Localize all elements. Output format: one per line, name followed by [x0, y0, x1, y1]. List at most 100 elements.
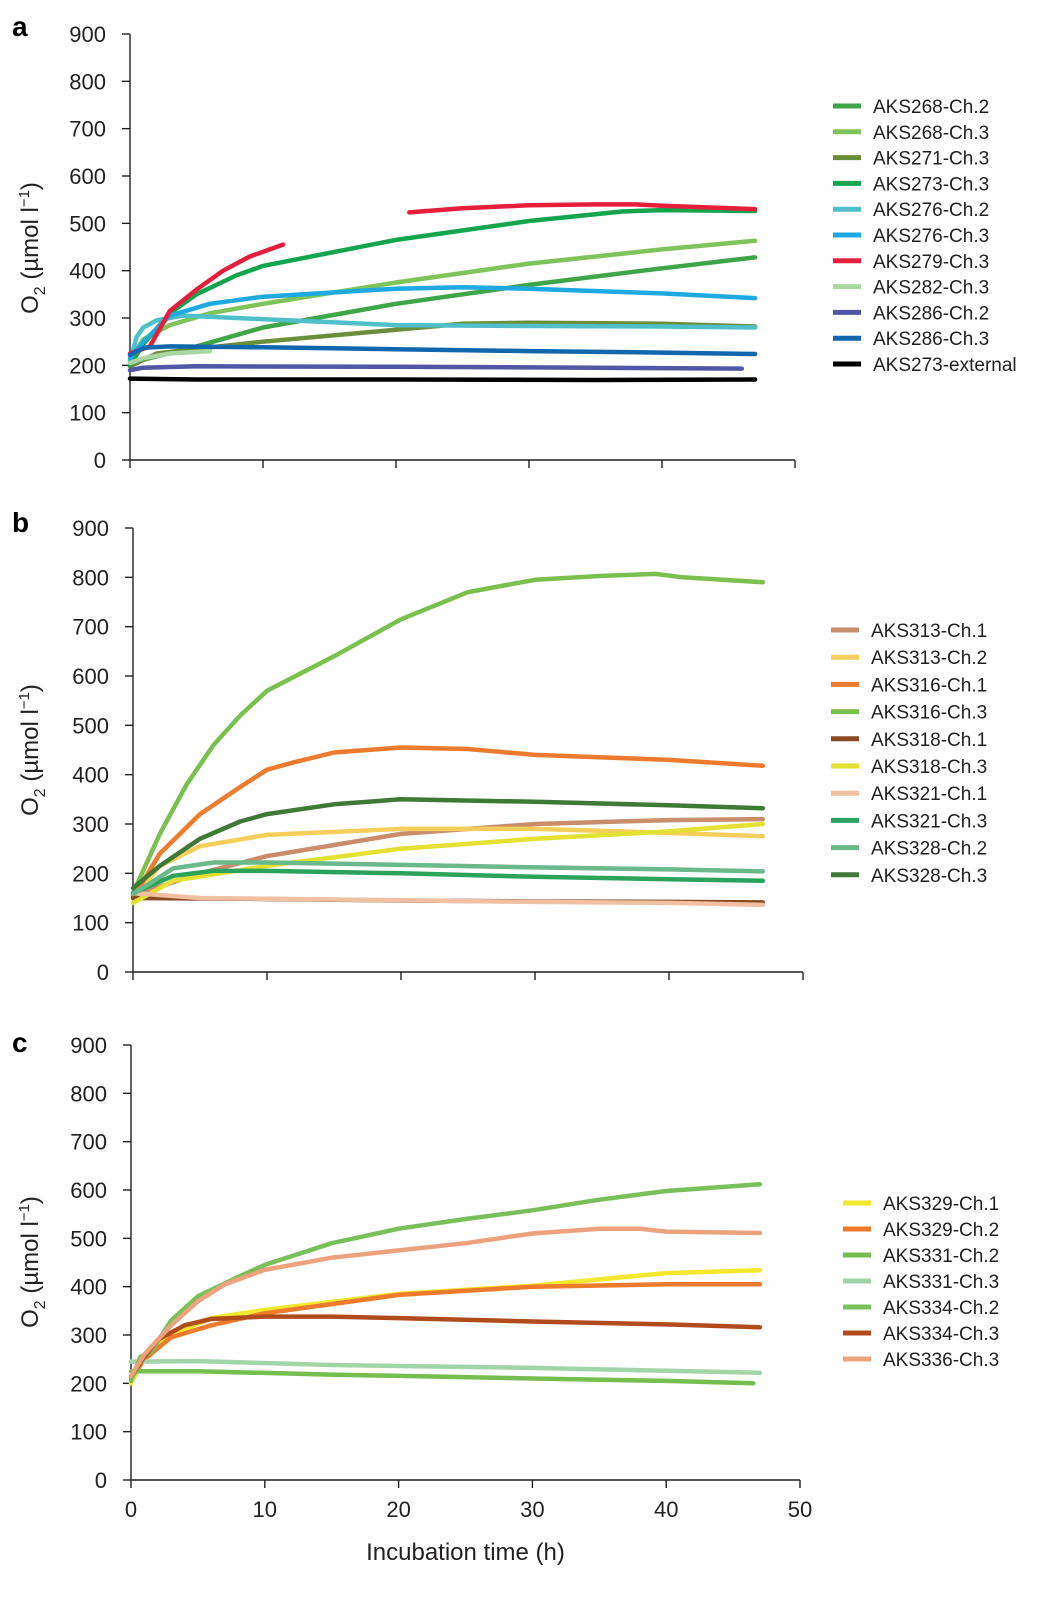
series-line-aks328-ch-2	[130, 860, 766, 897]
panel-letter: a	[12, 11, 28, 42]
legend-label: AKS268-Ch.2	[873, 97, 989, 118]
y-tick-label: 0	[95, 1468, 107, 1493]
y-tick-label: 200	[70, 1371, 107, 1396]
y-tick-label: 500	[72, 713, 109, 738]
legend-label: AKS313-Ch.2	[871, 648, 987, 669]
legend-item: AKS318-Ch.1	[831, 730, 987, 751]
legend-label: AKS329-Ch.2	[883, 1220, 999, 1241]
panel-letter: b	[12, 507, 29, 538]
series-line-aks318-ch-3	[130, 821, 766, 906]
series-line-aks273-external	[127, 376, 758, 383]
x-tick-label: 50	[788, 1497, 812, 1522]
y-axis-title: O2 (µmol l−1)	[16, 182, 49, 314]
legend-label: AKS271-Ch.3	[873, 149, 989, 170]
panel-letter: c	[12, 1027, 28, 1058]
legend-item: AKS331-Ch.2	[843, 1246, 999, 1267]
x-tick-label: 40	[654, 1497, 678, 1522]
legend-label: AKS329-Ch.1	[883, 1194, 999, 1215]
series-line-aks329-ch-2	[128, 1282, 763, 1381]
x-axis-title: Incubation time (h)	[366, 1539, 565, 1566]
legend-label: AKS331-Ch.3	[883, 1272, 999, 1293]
y-tick-label: 500	[70, 1226, 107, 1251]
y-tick-label: 100	[72, 911, 109, 936]
legend-item: AKS286-Ch.2	[833, 303, 989, 324]
legend-item: AKS276-Ch.3	[833, 226, 989, 247]
legend-label: AKS273-Ch.3	[873, 174, 989, 195]
legend-label: AKS276-Ch.3	[873, 226, 989, 247]
legend-item: AKS336-Ch.3	[843, 1350, 999, 1371]
y-tick-label: 100	[70, 1420, 107, 1445]
legend-item: AKS321-Ch.3	[831, 811, 987, 832]
legend-label: AKS321-Ch.1	[871, 784, 987, 805]
legend-item: AKS268-Ch.3	[833, 123, 989, 144]
series-line-aks331-ch-3	[128, 1358, 763, 1375]
y-tick-label: 400	[72, 763, 109, 788]
series-line-aks331-ch-2	[128, 1369, 756, 1386]
y-axis-title: O2 (µmol l−1)	[16, 1196, 49, 1328]
series-line-aks316-ch-3	[130, 571, 766, 896]
legend-label: AKS282-Ch.3	[873, 278, 989, 299]
legend-item: AKS321-Ch.1	[831, 784, 987, 805]
y-tick-label: 200	[72, 861, 109, 886]
legend-label: AKS286-Ch.2	[873, 303, 989, 324]
y-tick-label: 800	[70, 1081, 107, 1106]
legend-label: AKS273-external	[873, 355, 1017, 376]
panel-a: a 0 100 200 300 400 500 600 700 800 900 O2 (µmol l−…	[12, 11, 1017, 473]
y-tick-label: 900	[70, 1033, 107, 1058]
legend-item: AKS313-Ch.1	[831, 621, 987, 642]
legend-item: AKS316-Ch.3	[831, 703, 987, 724]
series-line-aks316-ch-1	[130, 745, 766, 901]
y-tick-label: 0	[97, 960, 109, 985]
x-tick-label: 10	[253, 1497, 277, 1522]
legend-label: AKS318-Ch.1	[871, 730, 987, 751]
y-tick-label: 700	[69, 117, 106, 142]
y-tick-label: 600	[69, 164, 106, 189]
series-line-aks336-ch-3	[128, 1226, 763, 1379]
legend-item: AKS334-Ch.3	[843, 1324, 999, 1345]
panel-c: c 0 100 200 300 400 500 600 700 800 900 0 10 20 30 40 50…	[12, 1027, 999, 1566]
y-tick-label: 100	[69, 401, 106, 426]
y-tick-label: 600	[70, 1178, 107, 1203]
y-tick-label: 800	[72, 565, 109, 590]
x-tick-label: 0	[125, 1497, 137, 1522]
y-tick-label: 300	[69, 306, 106, 331]
legend-item: AKS282-Ch.3	[833, 278, 989, 299]
y-tick-label: 700	[70, 1130, 107, 1155]
legend-label: AKS328-Ch.3	[871, 866, 987, 887]
legend-label: AKS318-Ch.3	[871, 757, 987, 778]
y-tick-label: 800	[69, 69, 106, 94]
y-tick-label: 600	[72, 664, 109, 689]
legend-label: AKS321-Ch.3	[871, 811, 987, 832]
legend-item: AKS276-Ch.2	[833, 200, 989, 221]
legend-label: AKS313-Ch.1	[871, 621, 987, 642]
series-line-aks276-ch-2	[127, 313, 758, 363]
legend-item: AKS329-Ch.1	[843, 1194, 999, 1215]
y-axis-title: O2 (µmol l−1)	[16, 684, 49, 816]
series-line-aks282-ch-3	[127, 348, 213, 366]
y-tick-label: 200	[69, 353, 106, 378]
series-line-aks279-ch-3	[407, 202, 758, 215]
legend-item: AKS286-Ch.3	[833, 329, 989, 350]
legend-item: AKS329-Ch.2	[843, 1220, 999, 1241]
legend-label: AKS336-Ch.3	[883, 1350, 999, 1371]
y-tick-label: 300	[72, 812, 109, 837]
legend-label: AKS316-Ch.3	[871, 703, 987, 724]
legend-label: AKS328-Ch.2	[871, 839, 987, 860]
legend-item: AKS328-Ch.3	[831, 866, 987, 887]
legend-label: AKS334-Ch.2	[883, 1298, 999, 1319]
legend-label: AKS316-Ch.1	[871, 675, 987, 696]
legend-label: AKS276-Ch.2	[873, 200, 989, 221]
legend-item: AKS313-Ch.2	[831, 648, 987, 669]
y-tick-label: 700	[72, 615, 109, 640]
legend-label: AKS286-Ch.3	[873, 329, 989, 350]
y-tick-label: 300	[70, 1323, 107, 1348]
series-line-aks328-ch-3	[130, 797, 766, 891]
legend-label: AKS268-Ch.3	[873, 123, 989, 144]
series-line-aks286-ch-3	[127, 344, 758, 358]
series-line-aks321-ch-3	[130, 868, 766, 896]
legend-item: AKS279-Ch.3	[833, 252, 989, 273]
y-tick-label: 400	[69, 259, 106, 284]
legend-item: AKS328-Ch.2	[831, 839, 987, 860]
series-line-aks321-ch-1	[130, 890, 766, 908]
